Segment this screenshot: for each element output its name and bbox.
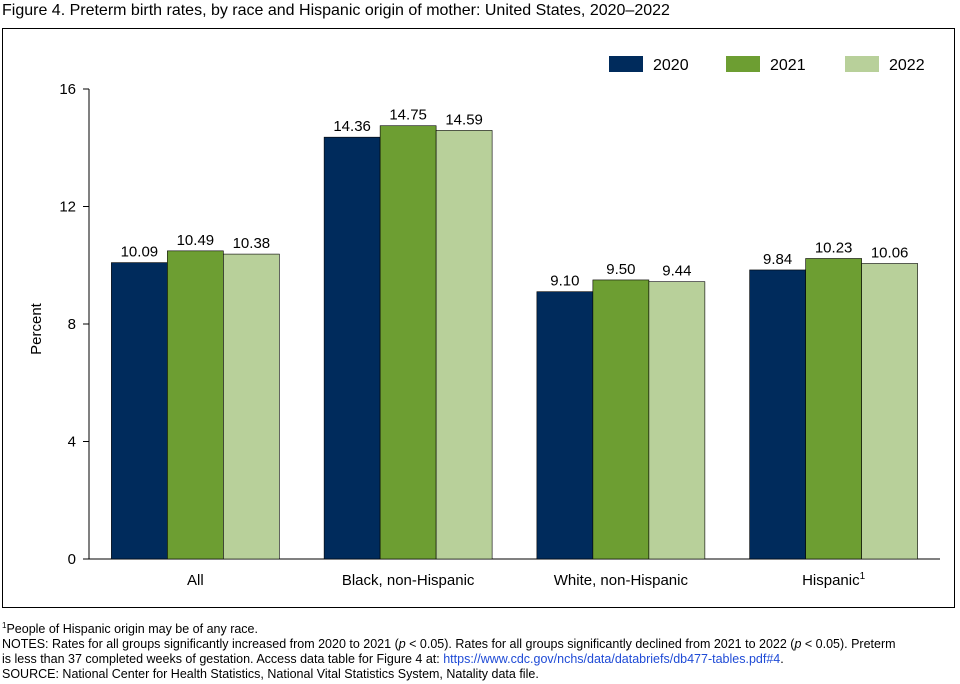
data-label: 9.44 (662, 263, 691, 280)
footnote: 1People of Hispanic origin may be of any… (2, 620, 952, 637)
category-label: All (187, 572, 204, 589)
bar-2022 (648, 281, 706, 560)
bar-2020 (536, 291, 594, 560)
data-label: 10.09 (121, 244, 159, 261)
bar-2020 (323, 136, 381, 560)
bar-2022 (861, 263, 918, 560)
notes-text: . (780, 652, 784, 666)
data-label: 10.49 (177, 232, 215, 249)
notes-label: NOTES: (2, 637, 53, 651)
notes-text: < 0.05). Rates for all groups significan… (405, 637, 795, 651)
notes-text: < 0.05). Preterm (801, 637, 896, 651)
bar-chart: 0 4 8 12 16 Percent 10.09 10.49 10.38 All 14.36 14.… (28, 56, 940, 589)
y-tick-label: 8 (68, 316, 76, 333)
figure-notes: 1People of Hispanic origin may be of any… (2, 620, 952, 682)
data-label: 14.59 (445, 111, 483, 128)
legend-swatch-2021 (726, 56, 760, 72)
footnote-marker: 1 (2, 620, 7, 630)
notes-line-2: is less than 37 completed weeks of gesta… (2, 652, 952, 667)
category-label: White, non-Hispanic (554, 572, 689, 589)
category-label: Black, non-Hispanic (342, 572, 475, 589)
bar-2020 (111, 262, 168, 560)
footnote-superscript: 1 (860, 571, 866, 582)
bar-2022 (223, 253, 280, 560)
data-label: 9.50 (606, 261, 635, 278)
data-label: 10.23 (815, 239, 853, 256)
p-symbol: p (794, 637, 802, 651)
data-label: 10.38 (233, 235, 271, 252)
notes-line-1: NOTES: Rates for all groups significantl… (2, 637, 952, 652)
data-label: 9.10 (550, 273, 579, 290)
bar-2021 (379, 125, 437, 560)
bar-2021 (805, 258, 862, 560)
data-label: 10.06 (871, 244, 909, 261)
bar-2021 (167, 250, 224, 560)
source-line: SOURCE: National Center for Health Stati… (2, 667, 539, 681)
bar-2022 (435, 130, 493, 560)
y-tick-label: 12 (59, 199, 76, 216)
notes-text: is less than 37 completed weeks of gesta… (2, 652, 444, 666)
y-tick-label: 0 (68, 551, 76, 568)
y-axis-label: Percent (28, 302, 45, 355)
p-symbol: p (398, 637, 406, 651)
notes-text: Rates for all groups significantly incre… (52, 637, 399, 651)
legend-label: 2020 (653, 57, 689, 74)
category-label: Hispanic1 (802, 571, 866, 589)
data-label: 9.84 (763, 251, 792, 268)
legend-label: 2021 (770, 57, 806, 74)
footnote-text: People of Hispanic origin may be of any … (6, 622, 258, 636)
legend-swatch-2022 (845, 56, 879, 72)
chart-frame: 0 4 8 12 16 Percent 10.09 10.49 10.38 All 14.36 14.… (2, 28, 955, 608)
data-label: 14.36 (333, 118, 371, 135)
bar-2020 (749, 269, 806, 560)
y-tick-label: 16 (59, 81, 76, 98)
y-tick-label: 4 (68, 434, 76, 451)
figure-title: Figure 4. Preterm birth rates, by race a… (2, 2, 670, 19)
bar-2021 (592, 279, 650, 560)
data-table-link[interactable]: https://www.cdc.gov/nchs/data/databriefs… (443, 652, 781, 666)
legend-swatch-2020 (609, 56, 643, 72)
data-label: 14.75 (389, 107, 427, 124)
legend-label: 2022 (889, 57, 925, 74)
